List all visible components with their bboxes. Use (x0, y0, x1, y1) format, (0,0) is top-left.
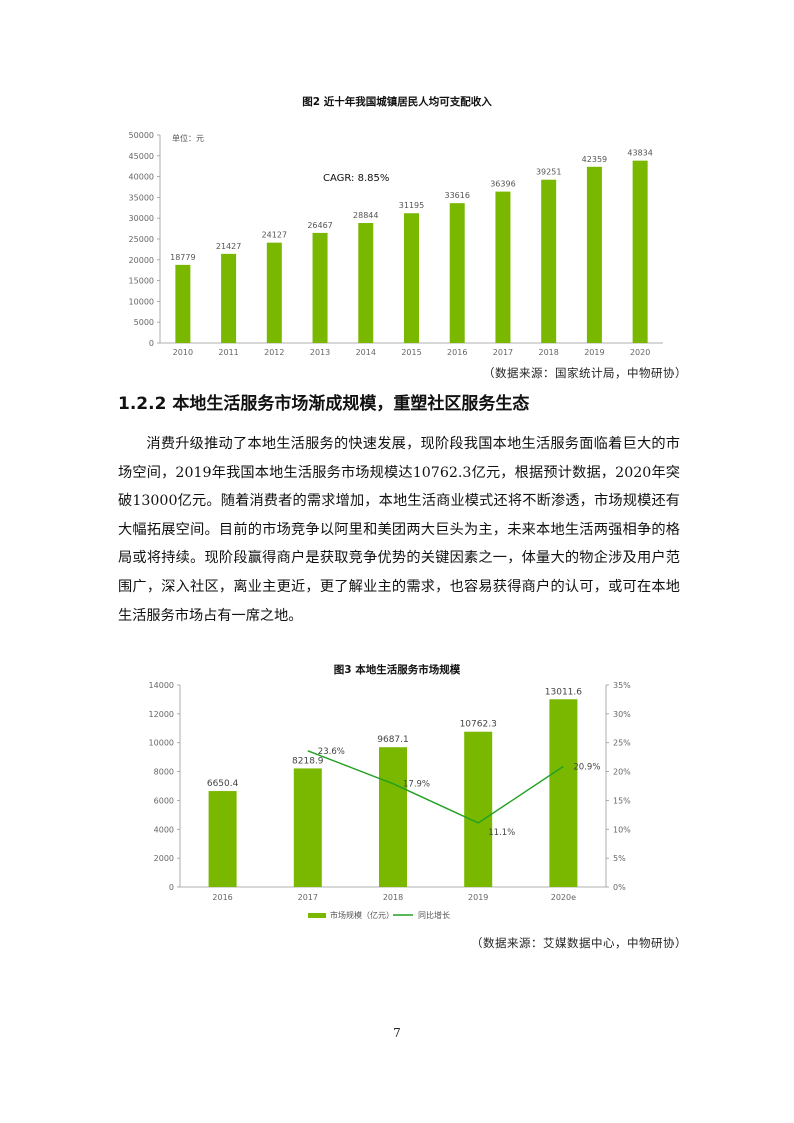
chart1-x-tick-label: 2010 (173, 348, 193, 357)
chart1-y-tick-label: 45000 (129, 152, 154, 161)
chart2-y2-tick-label: 5% (613, 854, 626, 863)
chart2-growth-line (307, 750, 564, 824)
chart2-x-tick-label: 2016 (212, 893, 232, 902)
chart2-legend-label-bar: 市场规模（亿元） (330, 910, 394, 920)
chart1-bar (221, 253, 237, 343)
chart1-value-label: 36396 (490, 180, 515, 189)
chart1-x-tick-label: 2019 (584, 348, 604, 357)
page-number: 7 (393, 1026, 401, 1040)
chart1-income-bar-chart: 0 5000 10000 15000 20000 25000 30000 35000 40000… (129, 131, 663, 357)
chart2-x-tick-label: 2020e (551, 893, 576, 902)
chart2-y2-tick-label: 10% (613, 825, 631, 834)
section-heading: 1.2.2 本地生活服务市场渐成规模，重塑社区服务生态 (118, 394, 530, 414)
chart1-y-tick-label: 30000 (129, 214, 154, 223)
chart1-value-label: 18779 (170, 253, 195, 262)
chart2-growth-label: 20.9% (573, 762, 600, 772)
chart2-bar-value-label: 9687.1 (377, 735, 409, 745)
chart1-value-label: 33616 (445, 191, 470, 200)
chart2-x-tick-label: 2018 (383, 893, 403, 902)
chart2-y2-tick-label: 30% (613, 710, 631, 719)
chart1-y-tick-label: 50000 (129, 131, 154, 140)
chart1-value-label: 21427 (216, 242, 241, 251)
chart2-y-tick-label: 8000 (154, 768, 174, 777)
chart1-x-tick-label: 2016 (447, 348, 467, 357)
chart1-x-tick-label: 2014 (356, 348, 376, 357)
chart1-unit-label: 单位：元 (172, 133, 204, 143)
chart2-y-tick-label: 12000 (149, 710, 174, 719)
chart2-y-tick-label: 10000 (149, 739, 174, 748)
chart2-y2-tick-label: 25% (613, 739, 631, 748)
chart2-y-tick-label: 4000 (154, 825, 174, 834)
chart2-bar (549, 699, 578, 887)
chart2-bar-value-label: 10762.3 (460, 720, 497, 730)
chart1-x-tick-label: 2018 (539, 348, 559, 357)
chart2-y-tick-label: 0 (169, 883, 174, 892)
chart1-x-tick-label: 2012 (264, 348, 284, 357)
chart2-bar-value-label: 6650.4 (207, 779, 239, 789)
chart1-x-tick-label: 2013 (310, 348, 330, 357)
chart1-y-tick-label: 5000 (134, 318, 154, 327)
chart1-x-tick-label: 2017 (493, 348, 513, 357)
chart1-value-label: 24127 (262, 231, 287, 240)
chart1-value-label: 39251 (536, 168, 561, 177)
chart2-bar (464, 731, 493, 887)
chart1-y-tick-label: 10000 (129, 297, 154, 306)
chart1-y-tick-label: 0 (149, 339, 154, 348)
chart1-value-label: 28844 (353, 211, 378, 220)
chart2-y2-tick-label: 15% (613, 796, 631, 805)
chart2-market-size-chart: 0 2000 4000 6000 8000 10000 12000 14000 0% 5% 10% 1… (149, 681, 632, 920)
chart2-x-tick-label: 2017 (298, 893, 318, 902)
chart2-bar (208, 791, 237, 887)
chart2-x-tick-label: 2019 (468, 893, 488, 902)
chart2-growth-label: 23.6% (318, 747, 345, 757)
chart2-legend-swatch-bar (308, 913, 326, 918)
chart1-y-tick-label: 15000 (129, 277, 154, 286)
chart2-legend-label-line: 同比增长 (418, 910, 450, 920)
chart1-x-tick-label: 2015 (401, 348, 421, 357)
chart1-x-tick-label: 2011 (218, 348, 238, 357)
chart2-bar (379, 747, 407, 887)
chart2-y2-tick-label: 35% (613, 681, 631, 690)
chart2-bar (293, 768, 322, 887)
chart1-bar (175, 264, 191, 343)
chart1-bar (312, 232, 328, 343)
chart2-y-tick-label: 2000 (154, 854, 174, 863)
chart1-bar (358, 223, 374, 343)
chart1-value-label: 26467 (307, 221, 332, 230)
chart2-y2-tick-label: 20% (613, 768, 631, 777)
chart1-bar (541, 179, 557, 343)
chart2-caption: 图3 本地生活服务市场规模 (333, 664, 461, 676)
chart1-bar (266, 242, 282, 343)
chart2-bar-value-label: 8218.9 (292, 756, 324, 766)
chart1-bar (495, 191, 511, 343)
body-paragraph: 消费升级推动了本地生活服务的快速发展，现阶段我国本地生活服务面临着巨大的市场空间… (118, 436, 680, 624)
chart2-y-tick-label: 6000 (154, 796, 174, 805)
chart1-value-label: 43834 (627, 149, 652, 158)
chart1-bar (404, 213, 419, 343)
chart1-y-tick-label: 25000 (129, 235, 154, 244)
chart2-growth-label: 17.9% (403, 780, 430, 790)
chart1-y-tick-label: 20000 (129, 256, 154, 265)
chart2-y2-tick-label: 0% (613, 883, 626, 892)
chart1-cagr-annotation: CAGR: 8.85% (323, 173, 389, 184)
chart2-growth-label: 11.1% (488, 828, 515, 838)
chart2-source-note: （数据来源：艾媒数据中心，中物研协） (471, 936, 687, 950)
chart1-bar (632, 160, 648, 343)
chart2-y-tick-label: 14000 (149, 681, 174, 690)
chart1-y-tick-label: 40000 (129, 173, 154, 182)
chart1-bar (586, 166, 602, 343)
chart1-x-tick-label: 2020 (630, 348, 650, 357)
chart1-y-tick-label: 35000 (129, 193, 154, 202)
chart1-value-label: 31195 (399, 201, 424, 210)
chart2-bar-value-label: 13011.6 (545, 687, 582, 697)
chart1-value-label: 42359 (582, 155, 607, 164)
chart1-bar (449, 203, 465, 343)
chart1-source-note: （数据来源：国家统计局，中物研协） (483, 366, 687, 380)
chart1-caption: 图2 近十年我国城镇居民人均可支配收入 (302, 96, 492, 108)
